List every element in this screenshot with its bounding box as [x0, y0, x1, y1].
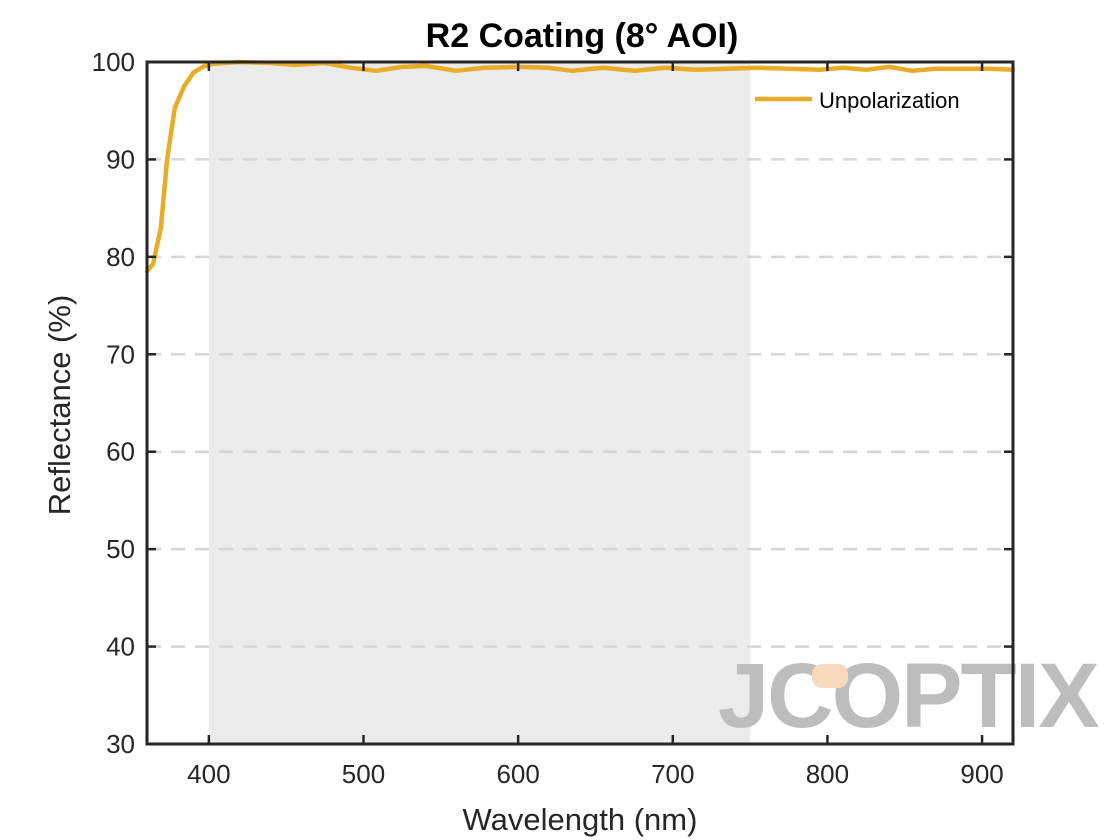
plot-frame [145, 60, 1015, 746]
x-tick-label-600: 600 [496, 759, 539, 789]
highlight-band [208, 62, 751, 744]
x-axis-tick-labels: 400 500 600 700 800 900 [187, 759, 1004, 789]
y-tick-label-70: 70 [106, 339, 135, 369]
y-tick-label-50: 50 [106, 534, 135, 564]
x-axis-label: Wavelength (nm) [463, 802, 698, 837]
y-tick-label-80: 80 [106, 242, 135, 272]
y-axis-label: Reflectance (%) [42, 295, 77, 516]
series-line-unpolarization [144, 59, 1016, 274]
grid-lines [147, 158, 1013, 648]
watermark-logo: JCOPTIX [718, 645, 1101, 747]
watermark-text: JCOPTIX [718, 645, 1099, 747]
y-tick-label-100: 100 [92, 47, 135, 77]
x-tick-label-800: 800 [806, 759, 849, 789]
x-tick-label-900: 900 [960, 759, 1003, 789]
chart-title: R2 Coating (8° AOI) [426, 17, 739, 55]
legend-label-unpolarization: Unpolarization [819, 88, 960, 113]
x-tick-label-700: 700 [651, 759, 694, 789]
y-tick-label-30: 30 [106, 729, 135, 759]
x-tick-label-400: 400 [187, 759, 230, 789]
y-tick-label-40: 40 [106, 632, 135, 662]
y-tick-label-90: 90 [106, 144, 135, 174]
watermark-accent [812, 664, 848, 688]
axis-ticks [147, 60, 1013, 746]
x-tick-label-500: 500 [342, 759, 385, 789]
y-axis-tick-labels: 30 40 50 60 70 80 90 100 [92, 47, 135, 759]
legend: Unpolarization [755, 88, 960, 113]
plot-area: JCOPTIX [144, 59, 1101, 747]
y-tick-label-60: 60 [106, 437, 135, 467]
